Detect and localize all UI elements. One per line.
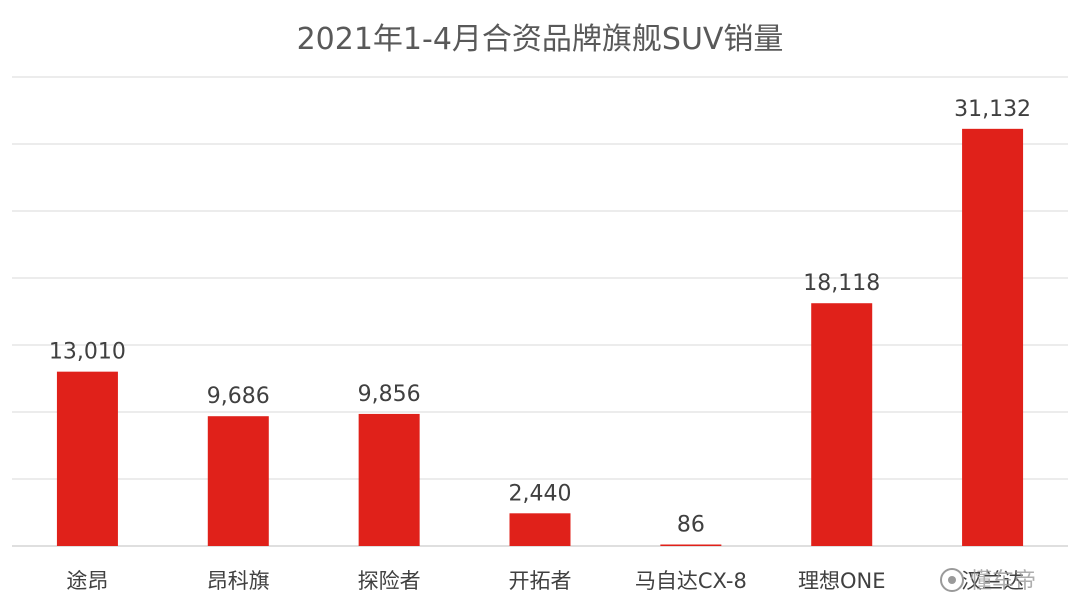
weibo-logo-dot-icon (948, 576, 956, 584)
bar (56, 371, 118, 546)
category-label: 汉兰达 (961, 569, 1024, 593)
bar (509, 513, 571, 546)
data-label: 18,118 (803, 271, 880, 296)
bar (962, 128, 1024, 546)
category-label: 开拓者 (509, 569, 572, 593)
bar (207, 416, 269, 546)
data-label: 13,010 (49, 340, 126, 365)
weibo-logo-icon (940, 568, 964, 592)
data-label: 9,686 (207, 384, 270, 409)
bar (358, 413, 420, 546)
category-label: 理想ONE (798, 569, 886, 593)
chart-title: 2021年1-4月合资品牌旗舰SUV销量 (297, 22, 784, 57)
category-label: 途昂 (66, 569, 108, 593)
watermark: 懂车帝 (940, 568, 1036, 594)
data-label: 2,440 (509, 481, 572, 506)
data-labels: 13,010 9,686 9,856 2,440 86 18,118 31,132 (49, 97, 1031, 538)
data-label: 9,856 (358, 382, 421, 407)
data-label: 31,132 (954, 97, 1031, 122)
category-labels: 途昂 昂科旗 探险者 开拓者 马自达CX-8 理想ONE 汉兰达 (66, 569, 1024, 593)
bar (660, 544, 722, 546)
category-label: 昂科旗 (207, 569, 270, 593)
category-label: 马自达CX-8 (635, 569, 747, 593)
gridlines (12, 76, 1068, 547)
category-label: 探险者 (358, 569, 421, 593)
bar-series (56, 128, 1024, 546)
watermark-text: 懂车帝 (970, 569, 1036, 594)
bar (811, 303, 873, 546)
data-label: 86 (677, 513, 705, 538)
